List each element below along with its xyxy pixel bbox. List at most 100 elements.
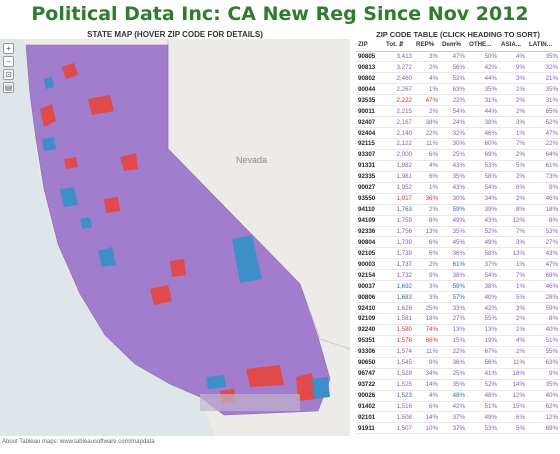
cell-zip: 94109 — [356, 215, 384, 227]
cell-rep-pct: 14% — [414, 379, 440, 391]
cell-latino-pct: 46% — [527, 193, 560, 205]
zip-region[interactable] — [64, 157, 78, 169]
table-row[interactable]: 96747 1,528 34% 25% 41% 18% 9% — [356, 368, 560, 380]
table-row[interactable]: 93550 1,917 36% 30% 34% 2% 46% — [356, 193, 560, 205]
cell-other-pct: 58% — [467, 171, 499, 183]
table-row[interactable]: 90011 2,215 2% 54% 44% 2% 65% — [356, 105, 560, 118]
map-credit[interactable]: About Tableau maps: www.tableausoftware.… — [2, 439, 155, 445]
table-row[interactable]: 90027 1,952 1% 43% 54% 6% 9% — [356, 182, 560, 194]
zoom-out-button[interactable]: − — [3, 56, 14, 67]
zip-region[interactable] — [40, 104, 56, 127]
zip-region[interactable] — [150, 285, 172, 305]
zip-region[interactable] — [62, 63, 78, 79]
table-row[interactable]: 92336 1,756 13% 35% 52% 7% 53% — [356, 226, 560, 238]
cell-other-pct: 54% — [467, 182, 499, 194]
table-row[interactable]: 90003 1,737 2% 61% 37% 1% 47% — [356, 258, 560, 271]
table-row[interactable]: 90813 3,272 2% 56% 42% 9% 32% — [356, 61, 560, 74]
cell-rep-pct: 74% — [414, 324, 440, 336]
cell-latino-pct: 46% — [527, 280, 560, 293]
zip-region[interactable] — [98, 247, 116, 267]
table-row[interactable]: 92335 1,981 6% 35% 58% 2% 73% — [356, 171, 560, 183]
table-row[interactable]: 90804 1,739 6% 45% 49% 3% 27% — [356, 236, 560, 249]
cell-rep-pct: 8% — [414, 357, 440, 369]
table-row[interactable]: 90650 1,545 8% 36% 56% 11% 63% — [356, 357, 560, 369]
cell-dem-pct: 49% — [440, 215, 467, 227]
zip-region[interactable] — [42, 137, 56, 151]
cell-rep-pct: 6% — [414, 236, 440, 249]
table-row[interactable]: 90026 1,523 4% 48% 48% 12% 40% — [356, 390, 560, 402]
zip-region[interactable] — [88, 95, 114, 115]
column-header-rep[interactable]: REP% — [414, 39, 440, 52]
table-row[interactable]: 90044 2,267 1% 63% 35% 1% 35% — [356, 83, 560, 96]
zip-region[interactable] — [312, 377, 330, 399]
column-header-dem[interactable]: Dem% — [440, 39, 467, 52]
column-header-asian[interactable]: ASIA... — [499, 39, 527, 52]
table-row[interactable]: 95351 1,578 66% 15% 19% 4% 51% — [356, 335, 560, 347]
zoom-area-button[interactable]: ⊡ — [3, 69, 14, 80]
cell-asian-pct: 14% — [499, 379, 527, 391]
zip-region[interactable] — [80, 217, 92, 229]
table-row[interactable]: 92407 2,167 38% 24% 38% 3% 52% — [356, 116, 560, 129]
table-row[interactable]: 92154 1,732 9% 38% 54% 7% 68% — [356, 269, 560, 282]
zip-region[interactable] — [232, 235, 262, 283]
table-row[interactable]: 90806 1,683 3% 57% 40% 5% 28% — [356, 291, 560, 304]
cell-zip: 92115 — [356, 138, 384, 150]
cell-latino-pct: 9% — [527, 368, 560, 380]
cell-rep-pct: 2% — [414, 204, 440, 216]
cell-zip: 90026 — [356, 390, 384, 402]
table-row[interactable]: 92240 1,580 74% 13% 13% 1% 40% — [356, 324, 560, 336]
zoom-in-button[interactable]: + — [3, 43, 14, 54]
cell-latino-pct: 43% — [527, 247, 560, 260]
cell-dem-pct: 42% — [440, 401, 467, 413]
table-row[interactable]: 90037 1,692 3% 59% 38% 1% 46% — [356, 280, 560, 293]
california-region[interactable] — [25, 44, 331, 416]
table-row[interactable]: 93535 2,222 47% 22% 31% 2% 31% — [356, 94, 560, 107]
cell-other-pct: 43% — [467, 215, 499, 227]
table-row[interactable]: 94110 1,763 2% 59% 39% 8% 18% — [356, 204, 560, 216]
column-header-zip[interactable]: ZIP — [356, 39, 384, 52]
sort-icon[interactable]: ⇵ — [398, 42, 404, 49]
zip-region[interactable] — [104, 197, 120, 213]
table-row[interactable]: 91331 1,982 4% 43% 53% 5% 61% — [356, 160, 560, 172]
cell-dem-pct: 43% — [440, 160, 467, 172]
table-row[interactable]: 92410 1,626 25% 33% 42% 3% 59% — [356, 302, 560, 314]
pan-button[interactable]: ▤ — [3, 82, 14, 93]
table-row[interactable]: 93722 1,525 14% 35% 52% 14% 35% — [356, 379, 560, 391]
table-row[interactable]: 94109 1,759 8% 49% 43% 12% 8% — [356, 215, 560, 227]
column-header-total[interactable]: Tot. ⇵ — [384, 39, 414, 52]
cell-other-pct: 49% — [467, 236, 499, 249]
cell-dem-pct: 13% — [440, 324, 467, 336]
table-row[interactable]: 93306 1,574 11% 22% 67% 2% 55% — [356, 346, 560, 358]
zip-region[interactable] — [120, 153, 138, 171]
table-row[interactable]: 92105 1,739 6% 36% 58% 13% 43% — [356, 247, 560, 260]
table-row[interactable]: 92109 1,581 18% 27% 55% 2% 8% — [356, 313, 560, 325]
table-row[interactable]: 93307 2,000 6% 25% 69% 2% 64% — [356, 149, 560, 161]
table-row[interactable]: 90805 3,413 3% 47% 50% 4% 35% — [356, 51, 560, 63]
zip-region[interactable] — [296, 373, 316, 401]
table-row[interactable]: 91402 1,516 6% 42% 51% 15% 62% — [356, 401, 560, 413]
cell-latino-pct: 40% — [527, 324, 560, 336]
zip-regions[interactable] — [40, 63, 330, 411]
column-header-latino[interactable]: LATIN... — [527, 39, 560, 52]
cell-asian-pct: 3% — [499, 302, 527, 314]
zip-region[interactable] — [60, 187, 78, 207]
zip-region[interactable] — [246, 365, 284, 387]
cell-asian-pct: 9% — [499, 61, 527, 74]
zip-region[interactable] — [170, 259, 186, 277]
california-map-svg[interactable] — [0, 39, 350, 436]
cell-asian-pct: 2% — [499, 171, 527, 183]
zip-region[interactable] — [44, 77, 54, 89]
table-row[interactable]: 90802 2,460 4% 52% 44% 3% 21% — [356, 72, 560, 85]
zip-region[interactable] — [206, 375, 226, 389]
cell-latino-pct: 8% — [527, 215, 560, 227]
table-row[interactable]: 92101 1,508 14% 37% 49% 6% 12% — [356, 411, 560, 424]
table-row[interactable]: 91911 1,507 10% 37% 53% 5% 69% — [356, 422, 560, 435]
column-header-other[interactable]: OTHE... — [467, 39, 499, 52]
cell-zip: 90003 — [356, 258, 384, 271]
table-row[interactable]: 92404 2,140 22% 32% 46% 1% 47% — [356, 127, 560, 139]
cell-dem-pct: 63% — [440, 83, 467, 96]
cell-asian-pct: 3% — [499, 236, 527, 249]
table-row[interactable]: 92115 2,122 11% 30% 60% 7% 22% — [356, 138, 560, 150]
state-map[interactable]: + − ⊡ ▤ Nevada — [0, 39, 350, 436]
zip-region[interactable] — [200, 394, 300, 411]
